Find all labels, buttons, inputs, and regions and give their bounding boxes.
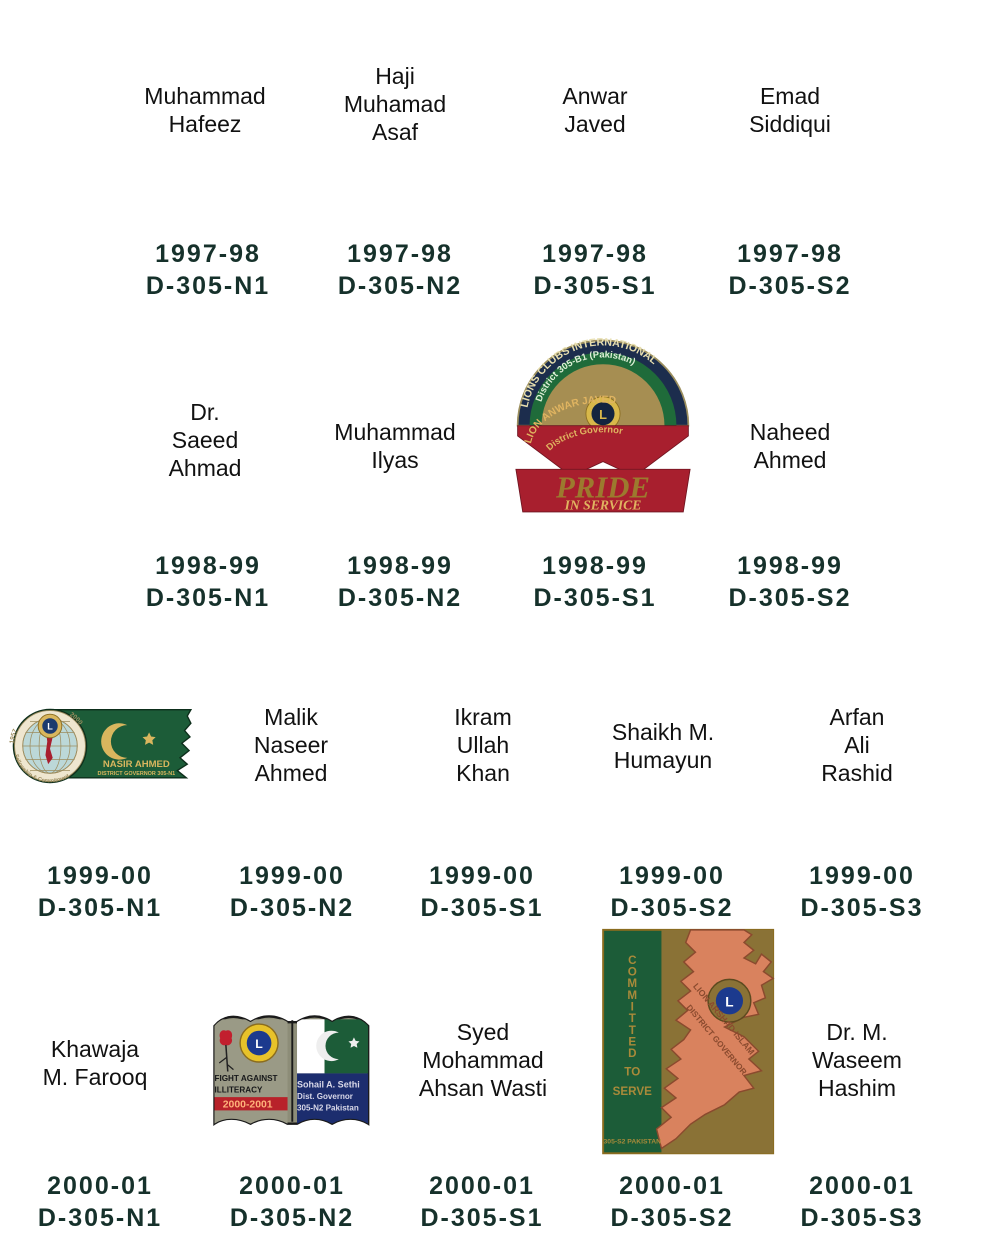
- svg-text:NASIR AHMED: NASIR AHMED: [103, 759, 170, 770]
- svg-text:ILLITERACY: ILLITERACY: [214, 1085, 263, 1094]
- svg-text:Sohail A. Sethi: Sohail A. Sethi: [297, 1080, 360, 1090]
- svg-text:305-S2 PAKISTAN: 305-S2 PAKISTAN: [604, 1139, 662, 1146]
- svg-text:L: L: [255, 1037, 263, 1051]
- svg-text:305-N2 Pakistan: 305-N2 Pakistan: [297, 1103, 359, 1112]
- svg-text:D: D: [628, 1047, 636, 1060]
- svg-text:TO: TO: [624, 1066, 640, 1079]
- svg-text:L: L: [725, 995, 733, 1010]
- svg-text:L: L: [599, 407, 607, 422]
- svg-text:FIGHT AGAINST: FIGHT AGAINST: [214, 1074, 277, 1083]
- svg-text:IN SERVICE: IN SERVICE: [564, 497, 642, 512]
- svg-text:SERVE: SERVE: [613, 1085, 652, 1098]
- svg-text:L: L: [47, 722, 53, 732]
- svg-text:Dist. Governor: Dist. Governor: [297, 1092, 354, 1101]
- svg-text:2000-2001: 2000-2001: [223, 1100, 273, 1111]
- svg-text:DISTRICT GOVERNOR 305-N1: DISTRICT GOVERNOR 305-N1: [98, 771, 176, 777]
